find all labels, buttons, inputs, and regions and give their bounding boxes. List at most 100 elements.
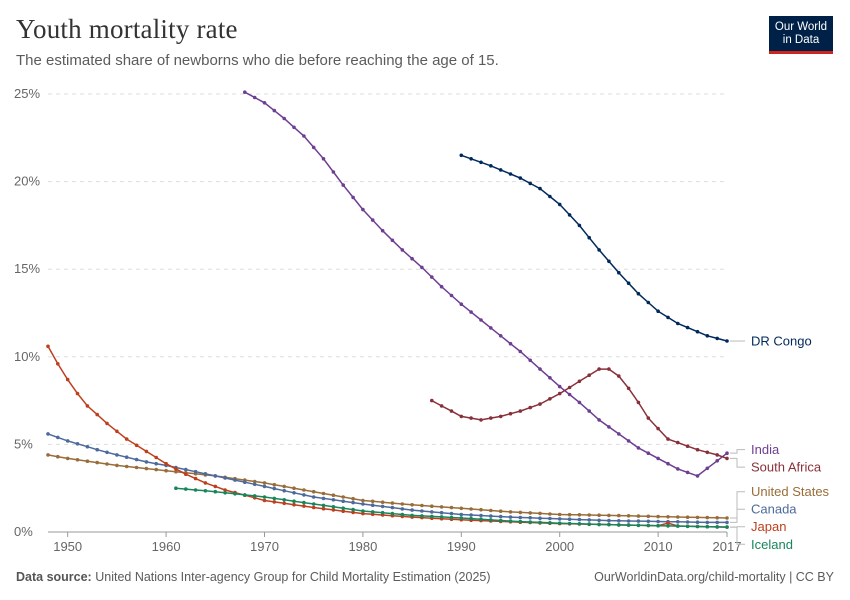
data-point — [617, 374, 621, 378]
data-point — [646, 416, 651, 420]
data-point — [528, 511, 532, 515]
data-point — [85, 404, 90, 408]
data-point — [459, 516, 464, 520]
data-point — [577, 379, 582, 384]
data-point — [213, 474, 218, 478]
data-point — [656, 456, 660, 461]
data-point — [430, 398, 434, 403]
data-point — [272, 496, 277, 501]
data-point — [449, 505, 454, 510]
data-point — [95, 447, 99, 452]
data-point — [597, 522, 601, 527]
data-point — [174, 486, 178, 491]
data-point — [459, 302, 464, 307]
data-point — [685, 325, 690, 330]
data-point — [695, 515, 700, 520]
data-point — [626, 386, 631, 391]
x-tick-label: 2000 — [545, 539, 574, 554]
data-point — [725, 456, 729, 461]
data-point — [282, 484, 287, 489]
series-line-canada — [47, 433, 727, 524]
data-point — [587, 373, 591, 378]
data-point — [331, 493, 336, 498]
data-point — [134, 457, 139, 462]
grid-lines — [48, 93, 727, 445]
data-point — [695, 524, 700, 529]
data-point — [390, 501, 395, 505]
data-point — [518, 519, 523, 524]
data-point — [695, 474, 700, 478]
data-point — [95, 412, 99, 417]
data-point — [46, 453, 50, 457]
data-point — [557, 202, 562, 207]
data-point — [597, 367, 601, 371]
data-point — [213, 484, 218, 489]
data-point — [65, 377, 70, 382]
data-point — [420, 514, 424, 518]
owid-logo[interactable]: Our World in Data — [769, 16, 833, 54]
data-point — [105, 421, 109, 426]
data-point — [548, 376, 552, 380]
logo-line-1: Our World — [774, 21, 828, 33]
data-point — [725, 451, 729, 456]
data-point — [46, 432, 50, 436]
data-point — [715, 453, 719, 457]
data-point — [449, 409, 454, 413]
data-point — [351, 510, 355, 515]
data-point — [410, 256, 414, 261]
data-point — [124, 437, 129, 441]
data-point — [479, 507, 483, 512]
data-point — [262, 498, 267, 503]
data-point — [705, 520, 710, 525]
data-point — [252, 494, 257, 498]
data-point — [607, 518, 611, 523]
data-point — [262, 484, 267, 489]
x-tick-label: 1970 — [250, 539, 279, 554]
data-point — [459, 506, 464, 511]
data-point — [430, 514, 434, 519]
data-point — [213, 489, 218, 494]
data-point — [380, 504, 385, 509]
data-point — [705, 334, 710, 338]
data-point — [666, 524, 670, 528]
data-point — [597, 513, 601, 517]
data-point — [439, 284, 444, 289]
data-point — [282, 116, 287, 121]
data-point — [302, 488, 306, 492]
data-point — [685, 470, 690, 475]
data-point — [410, 513, 414, 518]
data-point — [252, 482, 257, 487]
data-point — [656, 519, 660, 524]
x-tick-label: 1950 — [53, 539, 82, 554]
data-point — [174, 469, 178, 474]
data-point — [577, 522, 582, 526]
data-point — [164, 468, 168, 473]
y-tick-label: 5% — [14, 436, 33, 451]
series-label-dr-congo: DR Congo — [751, 334, 812, 349]
data-point — [272, 500, 277, 504]
label-connector — [730, 508, 745, 523]
label-connector — [730, 491, 745, 519]
data-point — [243, 90, 247, 94]
data-point — [361, 207, 365, 212]
label-connector — [730, 449, 745, 454]
data-point — [282, 498, 287, 502]
data-point — [548, 194, 552, 199]
data-point — [65, 456, 70, 461]
data-point — [134, 443, 139, 448]
data-point — [577, 513, 582, 517]
data-point — [46, 344, 50, 349]
data-point — [676, 467, 680, 471]
data-point — [331, 508, 336, 512]
data-point — [262, 101, 267, 105]
attribution-link[interactable]: OurWorldinData.org/child-mortality | CC … — [594, 570, 834, 584]
data-point — [370, 499, 375, 504]
data-point — [587, 235, 591, 240]
y-tick-label: 15% — [14, 261, 40, 276]
data-point — [311, 145, 316, 150]
data-point — [144, 449, 149, 454]
data-point — [607, 513, 611, 518]
data-point — [538, 367, 542, 371]
data-point — [577, 517, 582, 522]
data-point — [498, 518, 503, 523]
